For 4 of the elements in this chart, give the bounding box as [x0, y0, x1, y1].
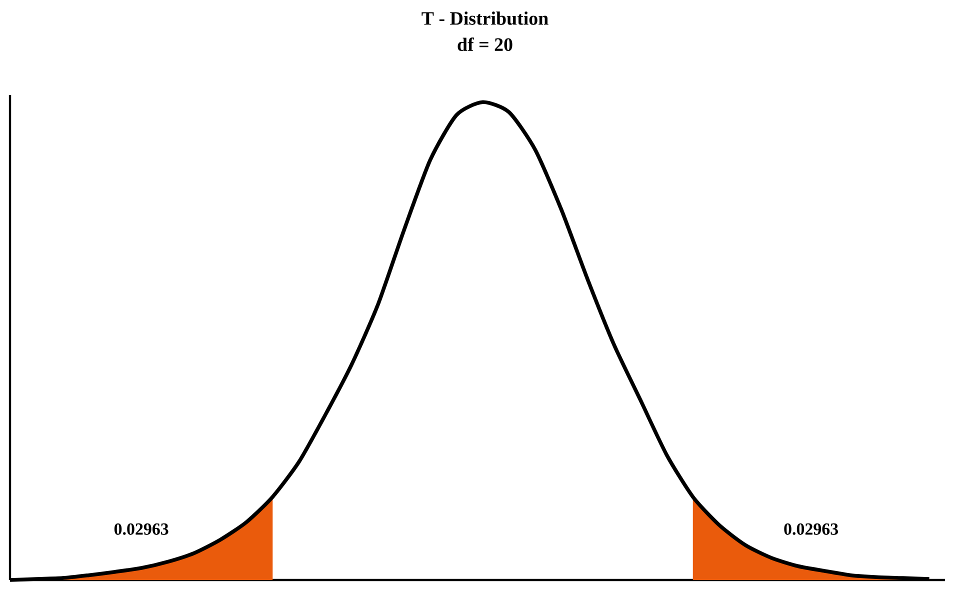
- annotation: 0.02963: [784, 523, 838, 535]
- chart-title: T - Distribution: [422, 12, 548, 25]
- annotation: 0.02963: [114, 523, 168, 535]
- chart-subtitle: df = 20: [458, 38, 512, 52]
